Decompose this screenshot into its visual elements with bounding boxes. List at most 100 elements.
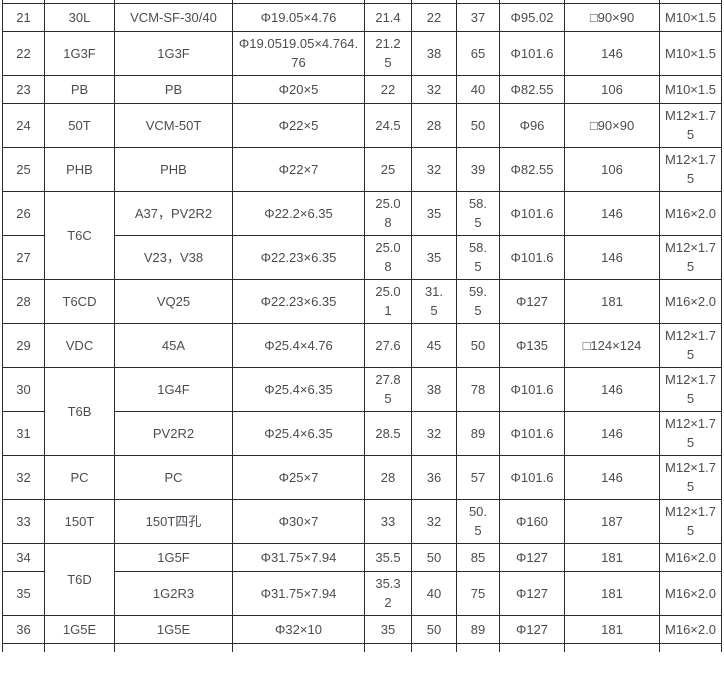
table-cell: 58. 5 — [456, 234, 500, 280]
row-number-cell: 28 — [2, 278, 45, 324]
group-cell: T6D — [44, 542, 115, 616]
table-cell: Φ135 — [499, 322, 565, 368]
table-cell: Φ20×5 — [232, 74, 365, 104]
table-cell: 150T — [44, 498, 115, 544]
table-cell: 1G4F — [114, 366, 233, 412]
table-cell: 35 — [364, 614, 412, 644]
table-cell: Φ101.6 — [499, 30, 565, 76]
table-cell: 30L — [44, 2, 115, 32]
table-cell: M10×1.5 — [659, 30, 722, 76]
table-cell: M12×1.7 5 — [659, 234, 722, 280]
table-cell: Φ19.05×4.76 — [232, 2, 365, 32]
row-number-cell: 33 — [2, 498, 45, 544]
table-row: 22 1G3F 1G3F Φ19.0519.05×4.764. 76 21.2 5 38 6… — [2, 30, 722, 76]
table-cell: Φ95.02 — [499, 2, 565, 32]
table-cell: Φ31.75×7.94 — [232, 542, 365, 572]
table-cell: 38 — [411, 366, 457, 412]
table-cell: Φ25.4×6.35 — [232, 366, 365, 412]
table-cell: 89 — [456, 410, 500, 456]
table-cell: 50 — [456, 322, 500, 368]
table-cell: 1G2R3 — [114, 570, 233, 616]
partial-cell — [659, 642, 722, 652]
table-cell: 89 — [456, 614, 500, 644]
table-cell: VDC — [44, 322, 115, 368]
table-cell: 35.3 2 — [364, 570, 412, 616]
table-cell: 38 — [411, 30, 457, 76]
table-cell: 28.5 — [364, 410, 412, 456]
partial-cell — [232, 642, 365, 652]
table-row: 35 1G2R3 Φ31.75×7.94 35.3 2 40 75 Φ127 181 M16×2… — [2, 570, 722, 616]
table-cell: 58. 5 — [456, 190, 500, 236]
table-cell: M12×1.7 5 — [659, 498, 722, 544]
table-cell: Φ101.6 — [499, 190, 565, 236]
table-cell: 21.4 — [364, 2, 412, 32]
table-cell: Φ101.6 — [499, 454, 565, 500]
table-cell: Φ101.6 — [499, 366, 565, 412]
row-number-cell: 34 — [2, 542, 45, 572]
table-cell: 187 — [564, 498, 660, 544]
table-row: 30 T6B 1G4F Φ25.4×6.35 27.8 5 38 78 Φ101.6 146 M1… — [2, 366, 722, 456]
table-cell: Φ19.0519.05×4.764. 76 — [232, 30, 365, 76]
table-cell: 45A — [114, 322, 233, 368]
table-cell: A37，PV2R2 — [114, 190, 233, 236]
table-cell: 146 — [564, 410, 660, 456]
table-cell: Φ22×5 — [232, 102, 365, 148]
table-cell: M16×2.0 — [659, 278, 722, 324]
table-cell: 78 — [456, 366, 500, 412]
row-number-cell: 35 — [2, 570, 45, 616]
table-cell: 65 — [456, 30, 500, 76]
table-cell: Φ32×10 — [232, 614, 365, 644]
table-cell: 32 — [411, 74, 457, 104]
table-cell: M12×1.7 5 — [659, 102, 722, 148]
table-cell: 50T — [44, 102, 115, 148]
table-cell: Φ101.6 — [499, 234, 565, 280]
table-cell: 85 — [456, 542, 500, 572]
table-cell: 45 — [411, 322, 457, 368]
table-cell: M12×1.7 5 — [659, 366, 722, 412]
table-cell: 31. 5 — [411, 278, 457, 324]
table-cell: M16×2.0 — [659, 190, 722, 236]
table-cell: 27.8 5 — [364, 366, 412, 412]
table-cell: 50. 5 — [456, 498, 500, 544]
table-cell: Φ25.4×4.76 — [232, 322, 365, 368]
table-cell: Φ127 — [499, 542, 565, 572]
table-cell: 25 — [364, 146, 412, 192]
row-number-cell: 27 — [2, 234, 45, 280]
spec-table-body: 21 30L VCM-SF-30/40 Φ19.05×4.76 21.4 22 37 Φ95.… — [2, 0, 722, 652]
table-cell: 146 — [564, 366, 660, 412]
table-cell: 1G3F — [114, 30, 233, 76]
spec-table: 21 30L VCM-SF-30/40 Φ19.05×4.76 21.4 22 37 Φ95.… — [2, 0, 722, 652]
table-cell: Φ22.2×6.35 — [232, 190, 365, 236]
table-cell: PHB — [114, 146, 233, 192]
row-number-cell: 32 — [2, 454, 45, 500]
table-row: 26 T6C A37，PV2R2 Φ22.2×6.35 25.0 8 35 58. 5 Φ10… — [2, 190, 722, 280]
table-cell: □90×90 — [564, 102, 660, 148]
partial-cell — [2, 642, 45, 652]
table-cell: M12×1.7 5 — [659, 410, 722, 456]
table-cell: 40 — [456, 74, 500, 104]
row-number-cell: 25 — [2, 146, 45, 192]
group-cell: T6C — [44, 190, 115, 280]
table-row: 23 PB PB Φ20×5 22 32 40 Φ82.55 106 M10×1.5 — [2, 74, 722, 104]
table-cell: 1G5E — [114, 614, 233, 644]
row-number-cell: 31 — [2, 410, 45, 456]
table-row: 21 30L VCM-SF-30/40 Φ19.05×4.76 21.4 22 37 Φ95.… — [2, 2, 722, 32]
table-cell: 106 — [564, 74, 660, 104]
row-number-cell: 36 — [2, 614, 45, 644]
table-row: 29 VDC 45A Φ25.4×4.76 27.6 45 50 Φ135 □124×124 M1… — [2, 322, 722, 368]
partial-cell — [364, 642, 412, 652]
table-cell: 1G5E — [44, 614, 115, 644]
table-cell: 28 — [411, 102, 457, 148]
table-cell: 37 — [456, 2, 500, 32]
table-cell: 36 — [411, 454, 457, 500]
table-row: 32 PC PC Φ25×7 28 36 57 Φ101.6 146 M12×1.7 5 — [2, 454, 722, 500]
table-cell: Φ160 — [499, 498, 565, 544]
row-number-cell: 29 — [2, 322, 45, 368]
table-cell: 32 — [411, 410, 457, 456]
table-cell: VCM-50T — [114, 102, 233, 148]
table-cell: □124×124 — [564, 322, 660, 368]
row-number-cell: 24 — [2, 102, 45, 148]
row-number-cell: 23 — [2, 74, 45, 104]
table-cell: Φ96 — [499, 102, 565, 148]
